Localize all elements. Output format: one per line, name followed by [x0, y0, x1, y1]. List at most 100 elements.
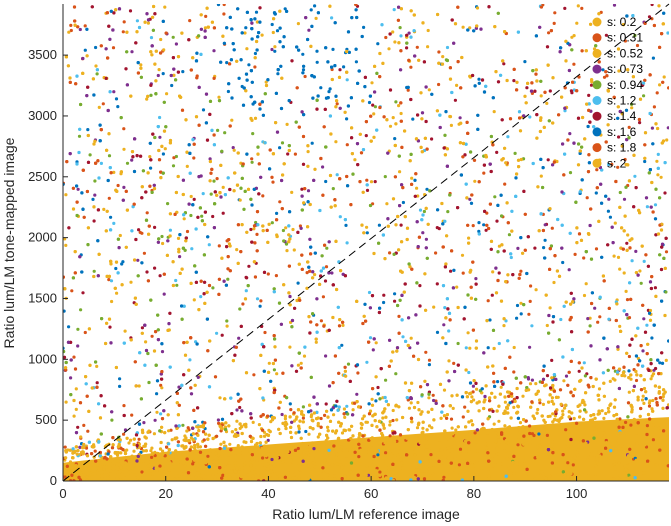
scatter-point — [650, 336, 654, 340]
scatter-point — [506, 135, 510, 139]
scatter-point — [620, 112, 624, 116]
scatter-point — [500, 118, 504, 122]
scatter-point — [660, 361, 665, 365]
scatter-point — [95, 68, 99, 72]
scatter-point — [105, 11, 109, 15]
scatter-point — [122, 20, 126, 24]
scatter-point — [602, 456, 606, 460]
scatter-point — [645, 352, 649, 356]
scatter-point — [659, 372, 663, 376]
scatter-point — [184, 236, 188, 240]
scatter-point — [578, 151, 582, 155]
scatter-point — [415, 45, 419, 49]
scatter-point — [639, 388, 644, 392]
scatter-point — [247, 264, 251, 268]
scatter-point — [647, 404, 652, 408]
scatter-point — [125, 50, 129, 54]
scatter-point — [628, 447, 632, 451]
scatter-point — [252, 224, 257, 228]
scatter-point — [288, 345, 292, 349]
scatter-point — [64, 193, 68, 197]
scatter-point — [493, 442, 497, 447]
scatter-point — [318, 282, 322, 286]
scatter-point — [326, 436, 330, 440]
scatter-point — [437, 50, 441, 54]
scatter-point — [642, 317, 646, 321]
scatter-point — [296, 363, 300, 367]
scatter-point — [495, 452, 499, 456]
scatter-point — [335, 173, 339, 177]
scatter-point — [115, 453, 120, 457]
scatter-point — [350, 126, 354, 130]
scatter-point — [128, 9, 133, 13]
scatter-point — [617, 69, 621, 73]
scatter-point — [182, 341, 186, 345]
scatter-point — [545, 433, 550, 437]
scatter-point — [655, 159, 659, 163]
scatter-point — [298, 467, 302, 471]
scatter-point — [602, 431, 606, 435]
scatter-point — [564, 300, 568, 304]
scatter-point — [398, 26, 402, 30]
scatter-point — [390, 454, 394, 458]
scatter-point — [228, 62, 232, 66]
scatter-point — [562, 379, 566, 383]
scatter-point — [235, 477, 239, 481]
scatter-point — [255, 466, 259, 470]
scatter-point — [225, 324, 229, 328]
scatter-point — [217, 421, 221, 425]
scatter-point — [218, 396, 222, 400]
scatter-point — [496, 203, 500, 207]
scatter-point — [338, 68, 342, 72]
scatter-point — [67, 325, 71, 329]
scatter-point — [220, 476, 224, 480]
scatter-point — [79, 308, 83, 312]
scatter-point — [495, 458, 499, 462]
scatter-point — [163, 5, 167, 9]
scatter-point — [245, 10, 249, 14]
scatter-point — [512, 345, 516, 350]
scatter-point — [574, 438, 578, 442]
scatter-point — [302, 354, 307, 358]
scatter-point — [550, 358, 554, 362]
scatter-point — [602, 416, 606, 420]
scatter-point — [597, 60, 601, 64]
scatter-point — [324, 265, 329, 269]
scatter-point — [530, 378, 535, 382]
scatter-point — [654, 366, 658, 371]
scatter-point — [595, 168, 599, 172]
scatter-point — [319, 469, 323, 473]
scatter-point — [344, 223, 348, 227]
scatter-point — [586, 232, 591, 236]
scatter-point — [279, 106, 284, 111]
scatter-point — [652, 435, 656, 439]
scatter-point — [468, 197, 472, 201]
scatter-point — [593, 306, 597, 310]
scatter-point — [430, 92, 434, 96]
scatter-point — [170, 453, 174, 457]
scatter-point — [221, 211, 225, 215]
scatter-point — [146, 171, 150, 175]
scatter-point — [460, 253, 465, 257]
scatter-point — [664, 250, 669, 254]
scatter-point — [222, 4, 226, 7]
scatter-point — [601, 371, 606, 375]
scatter-point — [150, 190, 154, 194]
scatter-point — [536, 407, 540, 412]
scatter-point — [345, 241, 349, 245]
scatter-point — [425, 147, 429, 151]
scatter-point — [354, 47, 358, 51]
scatter-point — [387, 47, 391, 51]
scatter-point — [101, 102, 105, 106]
scatter-point — [615, 417, 619, 421]
scatter-point — [369, 114, 373, 118]
scatter-point — [371, 103, 375, 107]
scatter-point — [252, 227, 256, 231]
scatter-point — [642, 401, 646, 405]
scatter-point — [641, 441, 645, 445]
scatter-point — [468, 346, 472, 350]
scatter-point — [132, 473, 136, 477]
scatter-point — [464, 452, 468, 456]
scatter-point — [108, 325, 112, 329]
scatter-point — [449, 123, 453, 127]
